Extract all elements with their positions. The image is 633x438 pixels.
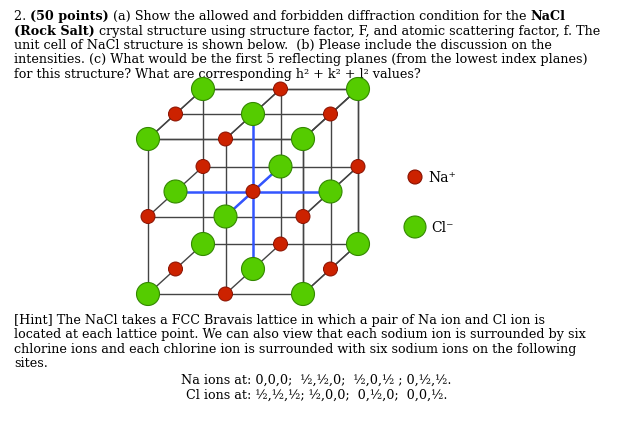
Circle shape	[269, 155, 292, 179]
Circle shape	[323, 108, 337, 122]
Circle shape	[137, 128, 160, 151]
Text: Na⁺: Na⁺	[428, 171, 456, 184]
Circle shape	[246, 185, 260, 199]
Text: unit cell of NaCl structure is shown below.  (b) Please include the discussion o: unit cell of NaCl structure is shown bel…	[14, 39, 552, 52]
Text: sites.: sites.	[14, 357, 48, 370]
Circle shape	[168, 108, 182, 122]
Circle shape	[292, 128, 315, 151]
Circle shape	[218, 287, 232, 301]
Circle shape	[323, 262, 337, 276]
Text: Cl ions at: ½,½,½; ½,0,0;  0,½,0;  0,0,½.: Cl ions at: ½,½,½; ½,0,0; 0,½,0; 0,0,½.	[185, 388, 448, 401]
Circle shape	[164, 180, 187, 204]
Text: Cl⁻: Cl⁻	[431, 220, 453, 234]
Circle shape	[273, 83, 287, 97]
Circle shape	[218, 133, 232, 147]
Text: located at each lattice point. We can also view that each sodium ion is surround: located at each lattice point. We can al…	[14, 328, 586, 341]
Text: (50 points): (50 points)	[30, 10, 109, 23]
Text: (a) Show the allowed and forbidden diffraction condition for the: (a) Show the allowed and forbidden diffr…	[109, 10, 530, 23]
Circle shape	[196, 160, 210, 174]
Circle shape	[292, 283, 315, 306]
Text: for this structure? What are corresponding h² + k² + l² values?: for this structure? What are correspondi…	[14, 68, 421, 81]
Circle shape	[192, 78, 215, 101]
Circle shape	[346, 233, 370, 256]
Circle shape	[351, 160, 365, 174]
Text: Na ions at: 0,0,0;  ½,½,0;  ½,0,½ ; 0,½,½.: Na ions at: 0,0,0; ½,½,0; ½,0,½ ; 0,½,½.	[181, 373, 452, 386]
Circle shape	[319, 180, 342, 204]
Text: [Hint] The NaCl takes a FCC Bravais lattice in which a pair of Na ion and Cl ion: [Hint] The NaCl takes a FCC Bravais latt…	[14, 313, 545, 326]
Text: chlorine ions and each chlorine ion is surrounded with six sodium ions on the fo: chlorine ions and each chlorine ion is s…	[14, 342, 577, 355]
Circle shape	[408, 171, 422, 184]
Circle shape	[296, 210, 310, 224]
Circle shape	[346, 78, 370, 101]
Circle shape	[141, 210, 155, 224]
Circle shape	[168, 262, 182, 276]
Circle shape	[273, 237, 287, 251]
Circle shape	[192, 233, 215, 256]
Text: NaCl: NaCl	[530, 10, 565, 23]
Text: 2.: 2.	[14, 10, 30, 23]
Text: (Rock Salt): (Rock Salt)	[14, 25, 95, 37]
Circle shape	[242, 103, 265, 126]
Circle shape	[242, 258, 265, 281]
Circle shape	[404, 216, 426, 238]
Circle shape	[137, 283, 160, 306]
Text: intensities. (c) What would be the first 5 reflecting planes (from the lowest in: intensities. (c) What would be the first…	[14, 53, 587, 66]
Circle shape	[214, 205, 237, 229]
Text: crystal structure using structure factor, F, and atomic scattering factor, f. Th: crystal structure using structure factor…	[95, 25, 600, 37]
